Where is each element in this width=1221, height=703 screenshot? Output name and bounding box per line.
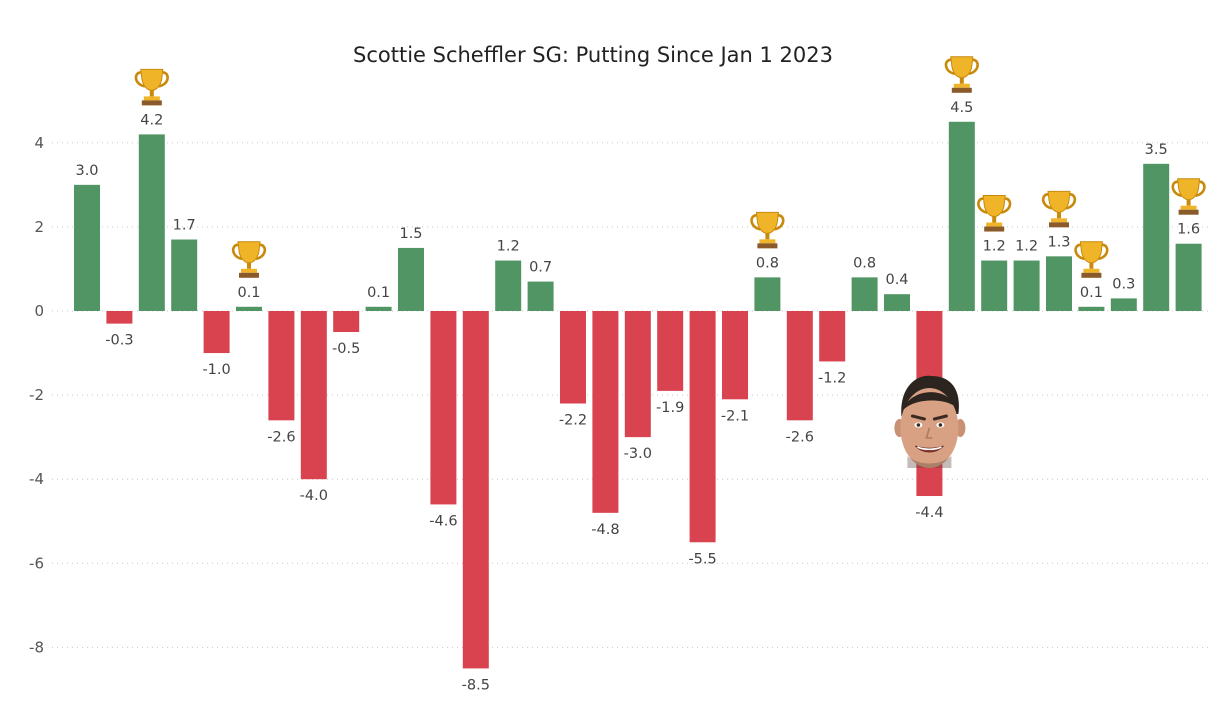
bar — [268, 311, 295, 421]
data-label: -4.6 — [429, 513, 457, 529]
bar — [981, 260, 1008, 311]
bar — [851, 277, 878, 311]
data-label: -4.0 — [300, 488, 328, 504]
y-tick-label: -6 — [29, 554, 44, 572]
bar — [657, 311, 684, 391]
bar — [786, 311, 813, 421]
data-label: 0.8 — [756, 255, 779, 271]
data-label: -0.5 — [332, 341, 360, 357]
data-label: -3.0 — [624, 446, 652, 462]
data-label: 3.5 — [1145, 142, 1168, 158]
y-tick-label: -8 — [29, 638, 44, 656]
data-label: 1.3 — [1047, 234, 1070, 250]
bar — [948, 121, 975, 312]
bar — [106, 311, 133, 324]
bar — [74, 184, 100, 311]
trophy-icon — [134, 68, 169, 106]
data-label: -1.0 — [202, 362, 230, 378]
data-label: 0.8 — [853, 255, 876, 271]
bar — [1175, 243, 1202, 311]
trophy-icon — [1041, 190, 1077, 228]
data-label: 1.2 — [497, 239, 520, 255]
chart-title: Scottie Scheffler SG: Putting Since Jan … — [353, 43, 833, 67]
bar — [495, 260, 522, 311]
bar — [560, 311, 586, 404]
bars — [74, 121, 1202, 669]
bar — [333, 311, 360, 333]
trophy-icon — [231, 241, 267, 278]
data-label: -5.5 — [688, 551, 716, 567]
data-label: 1.2 — [1015, 239, 1038, 255]
bar — [1143, 163, 1170, 311]
data-label: -4.8 — [591, 522, 619, 538]
bar — [398, 247, 424, 311]
bar — [171, 239, 198, 311]
y-tick-label: 0 — [34, 302, 44, 320]
bar — [722, 311, 748, 400]
trophy-icon — [977, 195, 1012, 232]
trophy-icon — [750, 211, 785, 249]
bar — [138, 134, 165, 311]
bar — [365, 306, 392, 311]
bar — [300, 311, 327, 480]
data-label: -0.3 — [105, 333, 133, 349]
golfer-face-icon — [894, 375, 966, 468]
data-label: 1.5 — [399, 226, 422, 242]
data-label: 1.7 — [173, 218, 196, 234]
bar — [689, 311, 716, 543]
data-label: 0.3 — [1112, 276, 1135, 292]
bar — [592, 311, 619, 513]
data-label: 0.1 — [367, 285, 390, 301]
bar — [1046, 256, 1072, 311]
data-label: 4.5 — [950, 100, 973, 116]
bar — [236, 306, 262, 311]
trophy-icon — [944, 56, 979, 93]
bar — [884, 294, 910, 311]
data-label: -2.6 — [267, 429, 295, 445]
data-labels: 3.0 -0.3 4.2 1.7 -1.0 0.1 -2.6 -4.0 -0.5 0.1 1.5 -4… — [75, 100, 1200, 694]
data-label: -1.9 — [656, 400, 684, 416]
data-label: -2.6 — [786, 429, 814, 445]
bar — [462, 311, 489, 669]
data-label: 1.2 — [983, 239, 1006, 255]
data-label: 0.1 — [1080, 285, 1103, 301]
bar — [819, 311, 846, 362]
bar — [203, 311, 230, 354]
data-label: 0.1 — [237, 285, 260, 301]
bar — [624, 311, 651, 438]
data-label: -4.4 — [915, 505, 943, 521]
y-tick-label: 2 — [34, 218, 44, 236]
data-label: 1.6 — [1177, 222, 1200, 238]
trophy-icon — [1171, 178, 1206, 215]
bar — [527, 281, 554, 311]
y-tick-label: 4 — [34, 134, 44, 152]
markers — [134, 56, 1206, 468]
bar — [1078, 306, 1105, 311]
data-label: 0.7 — [529, 260, 552, 276]
data-label: -2.1 — [721, 408, 749, 424]
bar — [430, 311, 457, 505]
data-label: 4.2 — [140, 112, 163, 128]
bar — [754, 277, 781, 311]
data-label: -2.2 — [559, 413, 587, 429]
data-label: 0.4 — [885, 272, 908, 288]
data-label: -1.2 — [818, 370, 846, 386]
bar — [1013, 260, 1040, 311]
data-label: -8.5 — [462, 677, 490, 693]
data-label: 3.0 — [75, 163, 98, 179]
trophy-icon — [1074, 241, 1109, 278]
y-axis-ticks: 4 2 0 -2 -4 -6 -8 — [29, 134, 44, 657]
bar — [1110, 298, 1137, 311]
y-tick-label: -2 — [29, 386, 44, 404]
y-tick-label: -4 — [29, 470, 44, 488]
